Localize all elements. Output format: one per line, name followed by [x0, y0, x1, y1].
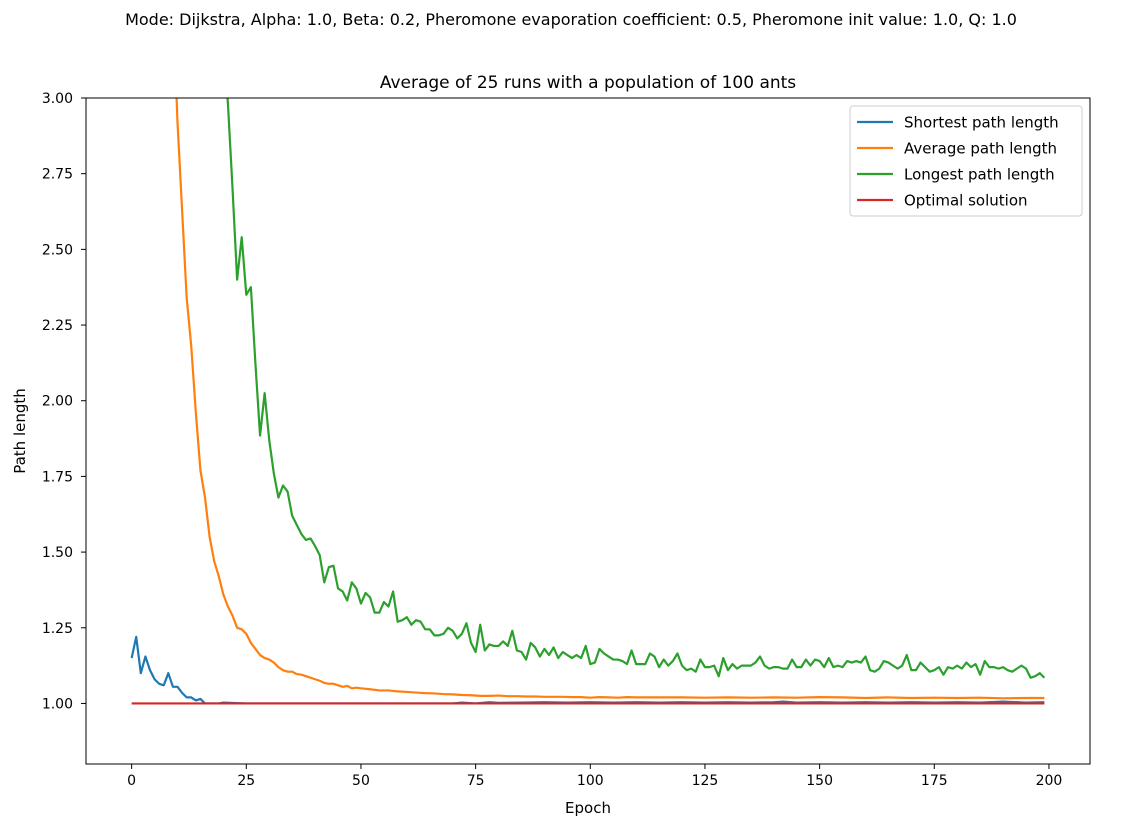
y-axis: 1.00 1.25 1.50 1.75 2.00 2.25 2.50 2.75 3.00	[42, 91, 86, 712]
legend-label-1: Average path length	[904, 140, 1057, 158]
x-tick-label: 50	[352, 773, 370, 789]
x-tick-label: 150	[806, 773, 833, 789]
y-tick-label: 1.00	[42, 696, 73, 712]
x-axis-label: Epoch	[565, 799, 611, 817]
series-line-2	[226, 98, 1046, 679]
figure-title: Mode: Dijkstra, Alpha: 1.0, Beta: 0.2, P…	[125, 10, 1017, 29]
x-tick-label: 25	[237, 773, 255, 789]
series-line-0	[130, 635, 1045, 705]
y-tick-label: 1.50	[42, 545, 73, 561]
legend: Shortest path length Average path length L…	[849, 105, 1083, 217]
x-tick-label: 75	[467, 773, 485, 789]
x-tick-label: 175	[921, 773, 948, 789]
x-axis: 0 25 50 75 100 125 150 175 200	[127, 764, 1062, 789]
series-line-1	[175, 98, 1045, 700]
y-tick-label: 3.00	[42, 91, 73, 107]
x-tick-label: 100	[577, 773, 604, 789]
x-tick-label: 125	[692, 773, 719, 789]
chart-title: Average of 25 runs with a population of …	[380, 73, 796, 93]
legend-frame	[849, 105, 1083, 217]
legend-label-0: Shortest path length	[904, 114, 1059, 132]
y-tick-label: 1.75	[42, 469, 73, 485]
y-tick-label: 2.00	[42, 394, 73, 410]
legend-label-2: Longest path length	[904, 166, 1055, 184]
y-tick-label: 2.25	[42, 318, 73, 334]
y-tick-label: 2.75	[42, 167, 73, 183]
y-axis-label: Path length	[11, 388, 29, 474]
legend-label-3: Optimal solution	[904, 192, 1028, 210]
y-tick-label: 2.50	[42, 242, 73, 258]
y-tick-label: 1.25	[42, 621, 73, 637]
x-tick-label: 0	[127, 773, 136, 789]
data-lines	[130, 98, 1046, 705]
x-tick-label: 200	[1036, 773, 1063, 789]
plot-frame	[85, 97, 1091, 765]
